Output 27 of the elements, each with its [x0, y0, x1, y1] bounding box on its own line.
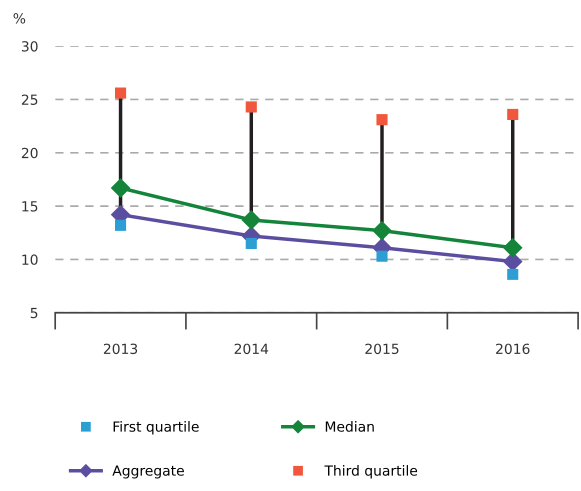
point — [507, 268, 518, 280]
x-tick-label: 2016 — [496, 344, 530, 354]
y-tick-label: 10 — [22, 254, 38, 265]
legend-label: First quartile — [114, 421, 199, 435]
y-tick-label: 5 — [30, 308, 38, 318]
point — [503, 238, 522, 258]
point — [242, 210, 261, 230]
y-tick-label: 30 — [22, 41, 38, 52]
point — [111, 178, 130, 198]
legend-label: Median — [326, 421, 374, 432]
point — [246, 238, 257, 250]
y-tick-label: 15 — [22, 201, 38, 212]
point — [372, 221, 392, 240]
point — [246, 101, 257, 112]
point — [115, 220, 126, 231]
point — [507, 108, 518, 120]
legend-label: Aggregate — [112, 465, 184, 478]
point — [115, 88, 126, 99]
y-tick-label: 25 — [22, 94, 38, 105]
x-tick-label: 2013 — [104, 344, 138, 354]
point — [376, 250, 388, 262]
y-axis-title: % — [14, 13, 26, 24]
legend-label: Third quartile — [324, 465, 418, 478]
point — [376, 114, 388, 126]
x-tick-label: 2015 — [365, 344, 398, 354]
x-tick-label: 2014 — [234, 344, 268, 354]
y-tick-label: 20 — [22, 148, 38, 158]
